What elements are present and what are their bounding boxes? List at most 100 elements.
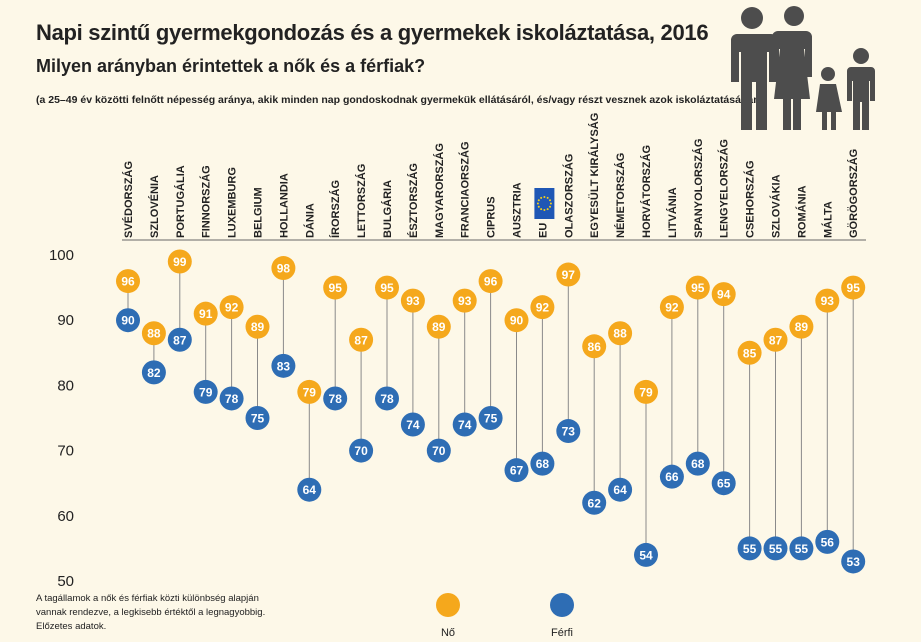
men-dot <box>116 308 140 333</box>
women-value-label: 79 <box>303 385 317 399</box>
country-label: BELGIUM <box>253 187 265 238</box>
country-label: HOLLANDIA <box>278 173 290 238</box>
women-dot <box>582 334 607 359</box>
women-value-label: 92 <box>665 301 679 315</box>
women-value-label: 98 <box>277 262 291 276</box>
legend-label: Nő <box>441 627 455 639</box>
country-label: FINNORSZÁG <box>200 165 213 238</box>
men-value-label: 75 <box>484 412 498 426</box>
men-dot <box>530 451 555 476</box>
men-dot <box>478 406 503 430</box>
women-dot <box>219 295 244 320</box>
women-dot <box>789 314 814 339</box>
men-dot <box>141 360 166 385</box>
country-label: MAGYARORSZÁG <box>433 143 446 238</box>
men-dot <box>685 451 710 476</box>
men-value-label: 79 <box>199 385 213 399</box>
men-value-label: 68 <box>536 457 550 471</box>
women-value-label: 92 <box>225 301 239 315</box>
women-value-label: 92 <box>536 301 550 315</box>
men-dot <box>737 536 762 561</box>
women-value-label: 93 <box>821 294 835 308</box>
country-label: CIPRUS <box>486 196 498 238</box>
women-dot <box>841 275 866 300</box>
men-value-label: 65 <box>717 477 731 491</box>
men-value-label: 70 <box>354 444 368 458</box>
y-axis: 50 60 70 80 90 100 <box>49 247 74 590</box>
women-value-label: 95 <box>691 281 705 295</box>
men-dot <box>245 406 270 430</box>
women-dot <box>426 314 451 339</box>
family-icon <box>731 6 875 130</box>
men-value-label: 70 <box>432 444 446 458</box>
women-value-label: 88 <box>147 327 161 341</box>
men-value-label: 55 <box>795 542 809 556</box>
country-label: CSEHORSZÁG <box>744 160 757 238</box>
men-value-label: 62 <box>588 496 602 510</box>
country-label: OLASZORSZÁG <box>562 154 575 238</box>
chart-subtitle: Milyen arányban érintettek a nők és a fé… <box>36 56 426 76</box>
men-dot <box>634 542 658 567</box>
women-dot <box>141 321 166 346</box>
men-dot <box>400 412 425 437</box>
country-label: LITVÁNIA <box>666 187 679 238</box>
men-value-label: 87 <box>173 333 187 347</box>
men-value-label: 74 <box>458 418 472 432</box>
women-value-label: 95 <box>329 281 343 295</box>
women-dot <box>815 288 840 313</box>
women-value-label: 96 <box>121 275 135 289</box>
women-dot <box>685 275 710 300</box>
men-dot <box>426 438 451 463</box>
y-tick-label: 90 <box>57 312 74 329</box>
women-value-label: 94 <box>717 288 731 302</box>
men-value-label: 82 <box>147 366 161 380</box>
women-value-label: 89 <box>432 320 446 334</box>
women-dot <box>478 269 503 294</box>
y-tick-label: 50 <box>57 573 74 590</box>
women-value-label: 87 <box>769 333 783 347</box>
men-value-label: 53 <box>847 555 861 569</box>
y-tick-label: 100 <box>49 247 74 264</box>
women-dot <box>763 327 788 352</box>
women-dot <box>297 379 322 404</box>
country-label: MÁLTA <box>821 201 834 238</box>
men-value-label: 78 <box>329 392 343 406</box>
footnote: A tagállamok a nők és férfiak közti külö… <box>36 593 266 632</box>
country-label: FRANCIAORSZÁG <box>459 141 472 238</box>
men-value-label: 75 <box>251 412 265 426</box>
women-dot <box>556 262 581 287</box>
country-labels: SVÉDORSZÁG SZLOVÉNIA PORTUGÁLIA FINNORSZÁG L… <box>122 113 860 238</box>
men-value-label: 68 <box>691 457 705 471</box>
country-label: SZLOVÁKIA <box>770 174 783 238</box>
men-value-label: 73 <box>562 425 576 439</box>
men-dot <box>763 536 788 561</box>
women-value-label: 89 <box>795 320 809 334</box>
men-value-label: 74 <box>406 418 420 432</box>
country-label: DÁNIA <box>303 203 316 238</box>
women-dot <box>193 301 218 326</box>
men-dot <box>841 549 866 574</box>
women-value-label: 97 <box>562 268 576 282</box>
women-dot <box>711 282 736 307</box>
country-label: GÖRÖGORSZÁG <box>847 149 860 238</box>
women-dot <box>245 314 270 339</box>
women-value-label: 89 <box>251 320 265 334</box>
country-label: AUSZTRIA <box>512 182 524 238</box>
women-dot <box>659 295 684 320</box>
country-label: BULGÁRIA <box>381 180 394 238</box>
men-dot <box>711 471 736 496</box>
country-label: EGYESÜLT KIRÁLYSÁG <box>588 113 601 238</box>
women-dot <box>375 275 399 300</box>
women-value-label: 93 <box>406 294 420 308</box>
men-dot <box>219 386 244 411</box>
legend-marker <box>550 593 574 617</box>
y-tick-label: 80 <box>57 377 74 394</box>
women-value-label: 96 <box>484 275 498 289</box>
women-value-label: 93 <box>458 294 472 308</box>
women-value-label: 86 <box>588 340 602 354</box>
country-label: LENGYELORSZÁG <box>718 139 731 238</box>
chart-title: Napi szintű gyermekgondozás és a gyermek… <box>36 20 709 45</box>
chart-note: (a 25–49 év közötti felnőtt népesség ará… <box>36 94 764 106</box>
women-value-label: 85 <box>743 346 757 360</box>
connector-lines <box>127 261 854 562</box>
